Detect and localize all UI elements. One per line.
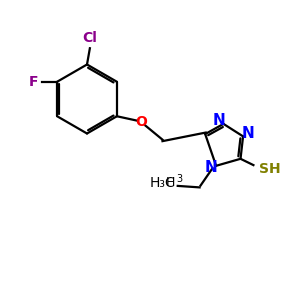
Text: N: N — [204, 160, 217, 175]
Text: N: N — [212, 113, 225, 128]
Text: SH: SH — [259, 162, 280, 176]
Text: H₃C: H₃C — [150, 176, 176, 190]
Text: 3: 3 — [176, 174, 182, 184]
Text: Cl: Cl — [82, 31, 97, 45]
Text: H: H — [165, 176, 175, 189]
Text: N: N — [242, 126, 255, 141]
Text: O: O — [136, 115, 147, 129]
Text: F: F — [29, 75, 38, 89]
